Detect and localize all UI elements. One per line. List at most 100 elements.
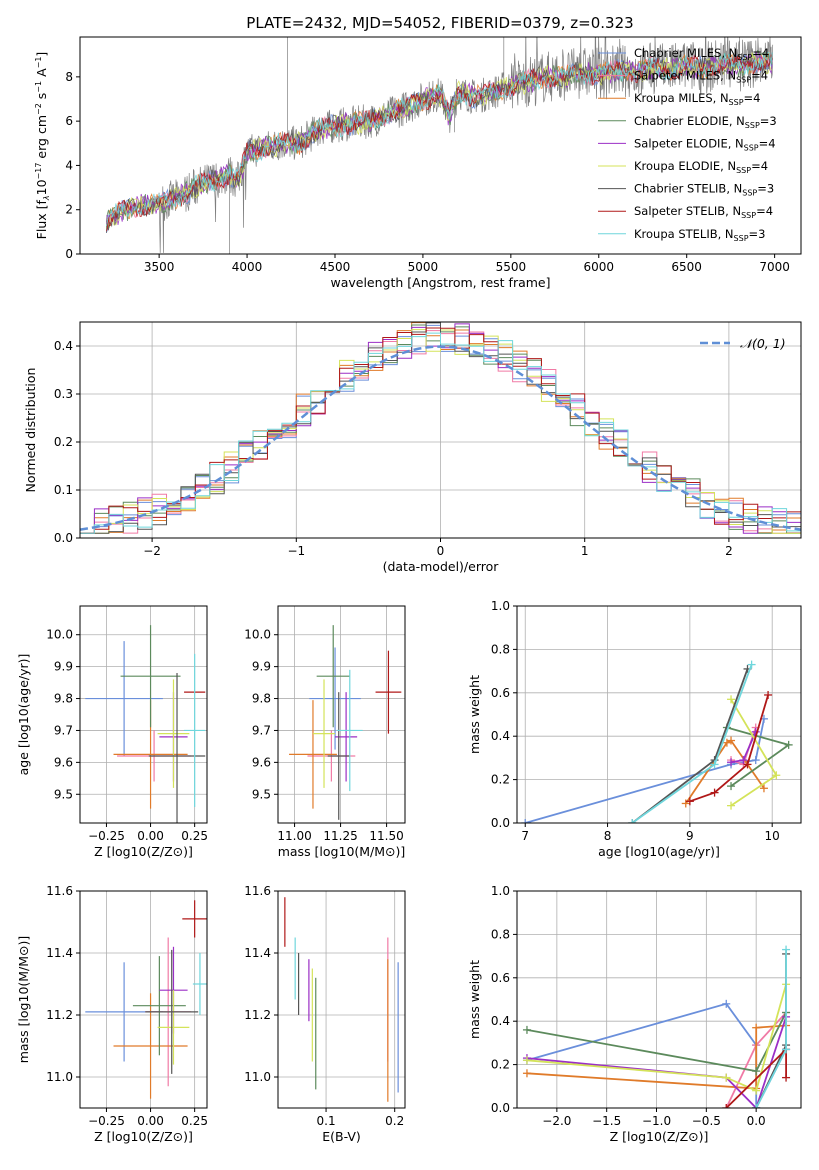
- x-tick-label: 2: [725, 544, 733, 558]
- y-tick-label: 0.4: [491, 729, 510, 743]
- y-tick-label: 11.0: [46, 1070, 73, 1084]
- y-tick-label: 0.0: [54, 531, 73, 545]
- axes-frame: [516, 890, 802, 1109]
- y-tick-label: 0.0: [491, 1101, 510, 1115]
- y-tick-label: 9.6: [252, 755, 271, 769]
- y-tick-label: 11.2: [46, 1008, 73, 1022]
- axes-frame: [277, 890, 406, 1109]
- legend-subscript: SSP: [744, 143, 759, 152]
- plot-area: [85, 900, 207, 1099]
- axes-frame: [277, 605, 406, 824]
- x-tick-label: −1: [287, 544, 305, 558]
- x-tick-label: 4500: [320, 260, 351, 274]
- x-tick-label: 5000: [408, 260, 439, 274]
- spectrum-model-line: [106, 53, 773, 233]
- x-tick-label: −0.25: [88, 829, 125, 843]
- y-tick-label: 9.5: [54, 787, 73, 801]
- legend-value: =4: [759, 136, 776, 150]
- panel-mass-vs-EBV: 0.1 0.2 11.0 11.2 11.4 11.6 E(B-V): [244, 884, 406, 1144]
- ylabel-part: erg cm: [34, 115, 49, 163]
- x-tick-label: −0.5: [692, 1114, 721, 1128]
- weight-line: [526, 1024, 787, 1090]
- y-tick-label: 9.5: [252, 787, 271, 801]
- y-tick-label: 0.3: [54, 387, 73, 401]
- x-tick-label: 6000: [583, 260, 614, 274]
- plot-area: [284, 897, 399, 1102]
- legend-model: Salpeter STELIB, N: [634, 204, 741, 218]
- y-tick-label: 0.2: [54, 435, 73, 449]
- axes-frame: [79, 605, 208, 824]
- x-tick-label: −0.25: [88, 1114, 125, 1128]
- weight-line: [730, 698, 778, 807]
- y-tick-label: 11.0: [244, 1070, 271, 1084]
- x-tick-label: 9: [686, 829, 694, 843]
- plot-area: [521, 660, 793, 823]
- panel-age-vs-mass: 11.00 11.25 11.50 9.5 9.6 9.7 9.8 9.9 10.0 mass […: [244, 605, 406, 859]
- legend-label: Salpeter STELIB, NSSP=4: [634, 204, 773, 220]
- y-tick-label: 0.2: [491, 1058, 510, 1072]
- x-tick-label: 4000: [232, 260, 263, 274]
- legend-value: =4: [752, 46, 769, 60]
- weight-line: [524, 718, 765, 823]
- y-tick-label: 9.7: [252, 723, 271, 737]
- legend-value: =4: [756, 204, 773, 218]
- legend: 𝒩(0, 1): [700, 336, 786, 351]
- ylabel-part: ]: [34, 52, 49, 57]
- legend-label: Kroupa ELODIE, NSSP=4: [634, 159, 768, 175]
- legend-model: Chabrier ELODIE, N: [634, 114, 745, 128]
- legend-label: Chabrier MILES, NSSP=4: [634, 46, 769, 62]
- legend-subscript: SSP: [729, 98, 744, 107]
- legend-subscript: SSP: [736, 76, 751, 85]
- y-tick-label: 9.6: [54, 755, 73, 769]
- plot-area: [289, 625, 402, 820]
- y-tick-label: 4: [65, 158, 73, 172]
- y-tick-label: 11.2: [244, 1008, 271, 1022]
- plot-area: [522, 945, 791, 1108]
- panel-age-vs-Z: −0.25 0.00 0.25 9.5 9.6 9.7 9.8 9.9 10.0 Z [log10…: [16, 605, 208, 859]
- y-tick-label: 10.0: [46, 628, 73, 642]
- x-tick-label: 0.1: [317, 1114, 336, 1128]
- y-tick-label: 0.4: [54, 339, 73, 353]
- x-axis-label: Z [log10(Z/Z⊙)]: [610, 1129, 709, 1144]
- y-tick-label: 0.6: [491, 971, 510, 985]
- x-tick-label: −2: [143, 544, 161, 558]
- legend-value: =3: [749, 227, 766, 241]
- x-tick-label: −1.0: [642, 1114, 671, 1128]
- ylabel-sup: −1: [34, 81, 43, 93]
- legend-value: =3: [760, 114, 777, 128]
- x-tick-label: 0.25: [181, 1114, 208, 1128]
- y-tick-label: 9.9: [252, 660, 271, 674]
- y-tick-label: 0: [65, 247, 73, 261]
- axes: 3500 4000 4500 5000 5500 6000 6500 7000 0 2 4 6 8 wav…: [65, 36, 802, 290]
- y-tick-label: 9.8: [252, 692, 271, 706]
- legend-label: Kroupa MILES, NSSP=4: [634, 91, 760, 107]
- panel-weight-vs-age: 7 8 9 10 0.0 0.2 0.4 0.6 0.8 1.0 age [log10(age/yr…: [467, 599, 802, 859]
- y-axis-label: mass weight: [467, 675, 482, 754]
- ylabel-sup: −2: [34, 103, 43, 115]
- y-tick-label: 11.6: [46, 884, 73, 898]
- spectrum-model-line: [106, 51, 773, 227]
- legend-subscript: SSP: [741, 211, 756, 220]
- y-tick-label: 11.6: [244, 884, 271, 898]
- legend-label: Chabrier ELODIE, NSSP=3: [634, 114, 777, 130]
- y-tick-label: 0.8: [491, 642, 510, 656]
- legend-label: Salpeter ELODIE, NSSP=4: [634, 136, 776, 152]
- x-axis-label: (data-model)/error: [383, 559, 500, 574]
- y-tick-label: 6: [65, 114, 73, 128]
- axes-frame: [516, 605, 802, 824]
- y-tick-label: 0.6: [491, 686, 510, 700]
- x-tick-label: 0.25: [181, 829, 208, 843]
- residual-histogram: [80, 332, 801, 534]
- y-tick-label: 11.4: [244, 946, 271, 960]
- axes: −2.0 −1.5 −1.0 −0.5 0.0 0.0 0.2 0.4 0.6 0.8 1.0 Z […: [467, 884, 802, 1144]
- y-tick-label: 10.0: [244, 628, 271, 642]
- x-tick-label: 11.25: [323, 829, 357, 843]
- plot-area: [80, 322, 801, 534]
- y-axis-label: age [log10(age/yr)]: [16, 654, 31, 776]
- legend-value: =3: [757, 182, 774, 196]
- x-tick-label: 0.0: [747, 1114, 766, 1128]
- legend-subscript: SSP: [734, 234, 749, 243]
- legend-subscript: SSP: [736, 166, 751, 175]
